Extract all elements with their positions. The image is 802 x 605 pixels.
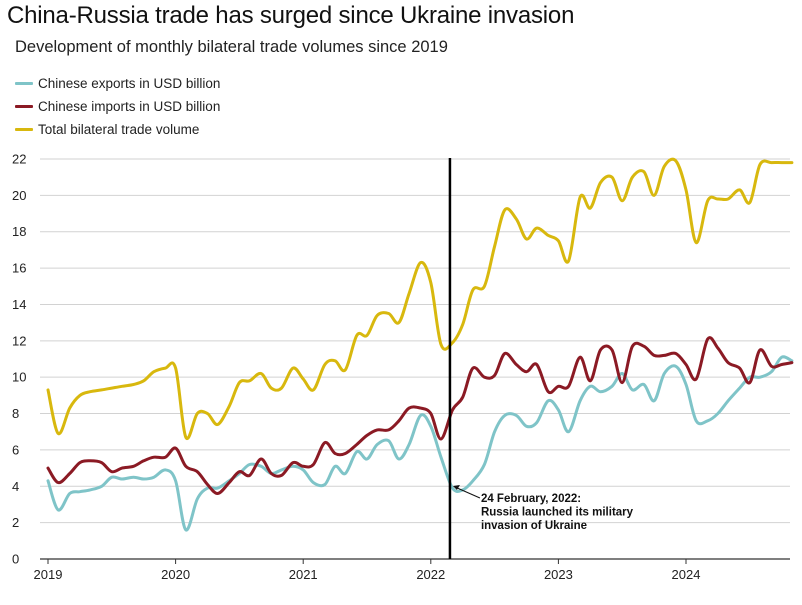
legend-swatch-imports <box>15 105 33 108</box>
legend-label-total: Total bilateral trade volume <box>38 122 200 137</box>
x-tick-label: 2023 <box>544 567 573 582</box>
y-tick-label: 12 <box>12 333 26 348</box>
legend-label-imports: Chinese imports in USD billion <box>38 99 221 114</box>
annotation-arrowhead <box>452 485 460 490</box>
legend-swatch-total <box>15 128 33 131</box>
y-tick-label: 16 <box>12 261 26 276</box>
legend: Chinese exports in USD billion Chinese i… <box>15 72 220 141</box>
y-tick-label: 2 <box>12 515 19 530</box>
series-line-total <box>46 157 794 441</box>
y-tick-label: 6 <box>12 442 19 457</box>
x-tick-label: 2021 <box>289 567 318 582</box>
legend-item-total: Total bilateral trade volume <box>15 118 220 141</box>
y-tick-label: 20 <box>12 188 26 203</box>
y-tick-label: 10 <box>12 370 26 385</box>
legend-item-imports: Chinese imports in USD billion <box>15 95 220 118</box>
x-tick-label: 2022 <box>416 567 445 582</box>
annotation-text: Russia launched its military <box>481 507 634 519</box>
legend-swatch-exports <box>15 82 33 85</box>
chart-subtitle: Development of monthly bilateral trade v… <box>15 38 448 56</box>
y-tick-label: 4 <box>12 479 19 494</box>
x-tick-label: 2024 <box>672 567 701 582</box>
series-line-imports <box>46 336 794 495</box>
x-tick-label: 2020 <box>161 567 190 582</box>
y-tick-label: 22 <box>12 152 26 167</box>
y-tick-label: 14 <box>12 297 26 312</box>
series-line-exports <box>46 355 794 532</box>
y-tick-label: 0 <box>12 552 19 567</box>
y-tick-label: 18 <box>12 224 26 239</box>
annotation-text: invasion of Ukraine <box>481 520 587 532</box>
legend-label-exports: Chinese exports in USD billion <box>38 76 221 91</box>
x-tick-label: 2019 <box>34 567 63 582</box>
chart-title: China-Russia trade has surged since Ukra… <box>7 2 575 29</box>
annotation-text: 24 February, 2022: <box>481 493 581 505</box>
annotation-arrow <box>454 486 481 499</box>
legend-item-exports: Chinese exports in USD billion <box>15 72 220 95</box>
y-tick-label: 8 <box>12 406 19 421</box>
